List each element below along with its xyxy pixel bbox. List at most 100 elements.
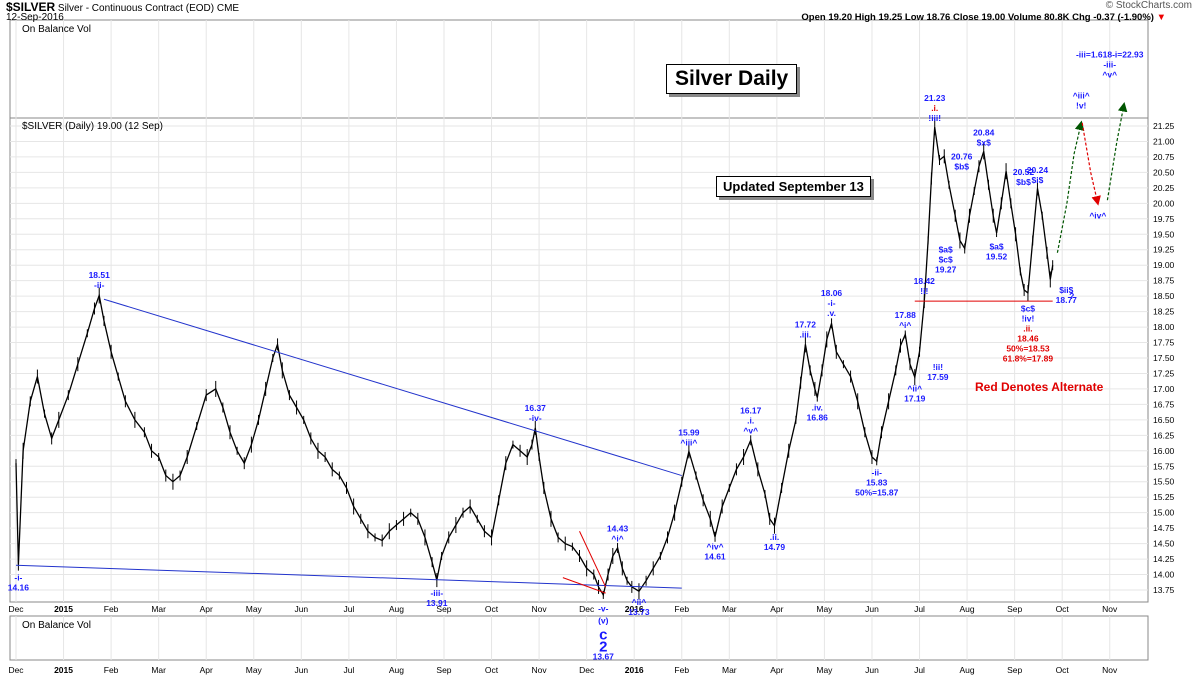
- x-tick-label-bottom: Aug: [389, 665, 404, 675]
- x-tick-label: Sep: [1007, 604, 1022, 614]
- wave-label: 18.77: [1056, 295, 1078, 305]
- wave-label: .ii.: [1023, 323, 1032, 333]
- chart-date: 12-Sep-2016: [6, 12, 64, 23]
- wave-label: 18.06: [821, 288, 843, 298]
- x-tick-label: Oct: [485, 604, 499, 614]
- wave-label: 50%=15.87: [855, 487, 899, 497]
- wave-label: -iii-: [430, 588, 443, 598]
- x-tick-label: Apr: [200, 604, 213, 614]
- x-tick-label: Apr: [770, 604, 783, 614]
- x-tick-label-bottom: May: [816, 665, 833, 675]
- wave-label: 20.84: [973, 128, 995, 138]
- wave-label: 14.43: [607, 524, 629, 534]
- forecast-arrow-up: [1056, 120, 1085, 253]
- wave-label: $x$: [977, 138, 991, 148]
- symbol: $SILVER: [6, 0, 56, 14]
- y-tick-label: 20.00: [1153, 198, 1175, 208]
- x-tick-label: 2016: [625, 604, 644, 614]
- x-tick-label-bottom: 2016: [625, 665, 644, 675]
- x-tick-label: Nov: [532, 604, 548, 614]
- y-tick-label: 19.50: [1153, 229, 1175, 239]
- wave-label: 50%=18.53: [1006, 343, 1050, 353]
- x-tick-label-bottom: Apr: [770, 665, 783, 675]
- wave-label: 61.8%=17.89: [1003, 353, 1054, 363]
- y-tick-label: 16.00: [1153, 446, 1175, 456]
- brand: © StockCharts.com: [1105, 0, 1192, 11]
- wave-label: .iv.: [812, 402, 823, 412]
- y-tick-label: 17.00: [1153, 384, 1175, 394]
- wave-label: 20.52: [1013, 167, 1035, 177]
- y-tick-label: 14.00: [1153, 570, 1175, 580]
- wave-label: -v-: [598, 603, 609, 613]
- chg-down-icon: ▼: [1156, 12, 1166, 23]
- wave-label: $a$: [989, 241, 1003, 251]
- wave-label: $c$: [1021, 303, 1035, 313]
- chart-header: $SILVER Silver - Continuous Contract (EO…: [6, 0, 239, 14]
- x-tick-label: Nov: [1102, 604, 1118, 614]
- wave-label: 20.24: [1027, 165, 1049, 175]
- y-tick-label: 17.50: [1153, 353, 1175, 363]
- wave-label: ^iv^: [707, 542, 724, 552]
- x-tick-label-bottom: Jul: [343, 665, 354, 675]
- wave-label: 17.72: [795, 319, 817, 329]
- updated-box: Updated September 13: [716, 176, 871, 197]
- x-tick-label-bottom: Sep: [1007, 665, 1022, 675]
- wave-label: 18.46: [1017, 333, 1039, 343]
- x-tick-label-bottom: May: [246, 665, 263, 675]
- quote-line: Open 19.20 High 19.25 Low 18.76 Close 19…: [801, 12, 1166, 23]
- x-tick-label: May: [816, 604, 833, 614]
- x-tick-label-bottom: Dec: [8, 665, 24, 675]
- x-tick-label: Dec: [8, 604, 24, 614]
- wave-label: ^ii^: [632, 597, 647, 607]
- x-tick-label: Feb: [104, 604, 119, 614]
- y-tick-label: 20.25: [1153, 183, 1175, 193]
- wave-label: !v!: [1076, 101, 1087, 111]
- wave-label: 19.52: [986, 251, 1008, 261]
- x-tick-label: Mar: [151, 604, 166, 614]
- y-tick-label: 19.25: [1153, 245, 1175, 255]
- wave-label: .i.: [747, 415, 754, 425]
- y-tick-label: 14.75: [1153, 523, 1175, 533]
- wave-label: -iii=1.618-i=22.93: [1076, 50, 1144, 60]
- alternate-note: Red Denotes Alternate: [975, 380, 1104, 394]
- price-series-line: [15, 127, 1054, 597]
- y-tick-label: 21.00: [1153, 136, 1175, 146]
- x-tick-label-bottom: Mar: [151, 665, 166, 675]
- alternate-trendline: [562, 577, 606, 594]
- y-tick-label: 15.25: [1153, 492, 1175, 502]
- x-tick-label-bottom: Jun: [865, 665, 879, 675]
- wave-label: $a$: [939, 245, 953, 255]
- wave-label: ^i^: [611, 534, 623, 544]
- wave-label: c: [599, 626, 607, 643]
- x-tick-label: Jul: [343, 604, 354, 614]
- y-tick-label: 14.50: [1153, 539, 1175, 549]
- x-tick-label-bottom: Oct: [485, 665, 499, 675]
- wave-label: ^v^: [1102, 70, 1117, 80]
- wave-label: ^ii^: [907, 384, 922, 394]
- wave-label: 21.23: [924, 93, 946, 103]
- wave-label: 13.73: [628, 607, 650, 617]
- wave-label: !i!: [920, 286, 928, 296]
- wave-label: !ii!: [933, 362, 944, 372]
- wave-label: 16.37: [525, 403, 547, 413]
- wave-label: ^iii^: [680, 438, 697, 448]
- wave-label: 18.42: [914, 276, 936, 286]
- trendline: [103, 298, 682, 477]
- y-tick-label: 15.75: [1153, 461, 1175, 471]
- x-tick-label: Jul: [914, 604, 925, 614]
- wave-label: -i-: [14, 572, 22, 582]
- y-tick-label: 21.25: [1153, 121, 1175, 131]
- wave-label: ^v^: [743, 425, 758, 435]
- x-tick-label-bottom: Aug: [960, 665, 975, 675]
- forecast-arrow-down: [1081, 122, 1101, 206]
- wave-label: 19.27: [935, 265, 957, 275]
- wave-label: 2: [599, 638, 607, 655]
- wave-label: $c$: [939, 255, 953, 265]
- wave-label: 13.67: [593, 651, 615, 661]
- wave-label: !iv!: [1022, 313, 1035, 323]
- x-tick-label-bottom: Oct: [1056, 665, 1070, 675]
- y-tick-label: 19.00: [1153, 260, 1175, 270]
- x-tick-label-bottom: 2015: [54, 665, 73, 675]
- y-tick-label: 18.50: [1153, 291, 1175, 301]
